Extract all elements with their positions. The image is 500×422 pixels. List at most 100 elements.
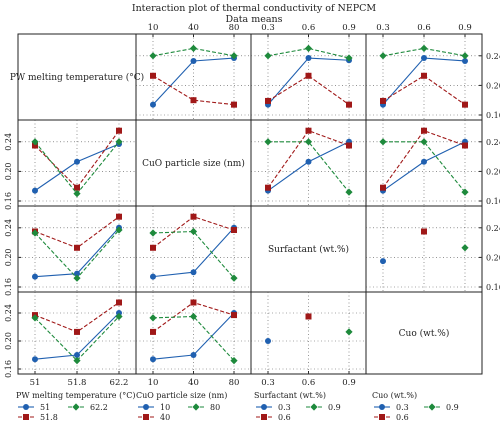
data-point-diamond: [189, 44, 198, 52]
data-point-diamond: [73, 274, 81, 282]
matrix-frame: [17, 33, 483, 375]
data-point-diamond: [115, 226, 123, 234]
interaction-panel: [366, 120, 482, 206]
left-y-tick-label: 0.20: [4, 162, 13, 180]
legend: PW melting temperature (°C) 51 62.2 51.8 CuO…: [16, 391, 459, 422]
data-point-square: [379, 414, 385, 420]
top-x-tick-label: 80: [229, 23, 240, 33]
data-point-square: [190, 213, 197, 220]
data-point-square: [116, 213, 122, 220]
chart-title: Interaction plot of thermal conductivity…: [132, 3, 377, 14]
right-y-tick-label: 0.20: [486, 167, 500, 176]
data-point-diamond: [379, 138, 387, 146]
bottom-x-tick-label: 40: [188, 378, 199, 388]
data-point-square: [305, 127, 312, 134]
series-line: [34, 316, 120, 362]
right-y-tick-label: 0.24: [486, 224, 500, 233]
data-point-diamond: [73, 357, 81, 365]
right-y-tick-label: 0.24: [486, 52, 500, 61]
legend-label: 0.3: [278, 403, 291, 412]
right-y-tick-label: 0.16: [486, 111, 500, 120]
data-point-diamond: [31, 314, 39, 322]
data-point-diamond: [345, 328, 353, 336]
data-point-circle: [32, 187, 38, 194]
data-point-diamond: [461, 244, 469, 252]
series-line: [268, 141, 350, 193]
interaction-panel: [136, 206, 251, 292]
data-point-diamond: [428, 403, 436, 411]
data-point-square: [143, 414, 149, 420]
data-point-diamond: [461, 188, 469, 196]
data-point-diamond: [420, 138, 428, 146]
legend-label: 62.2: [90, 403, 108, 412]
legend-label: 0.9: [446, 403, 459, 412]
data-point-square: [462, 101, 468, 108]
data-point-square: [23, 414, 29, 420]
data-point-circle: [380, 258, 386, 265]
series-line: [267, 75, 350, 106]
data-point-circle: [261, 404, 267, 410]
series-line: [267, 47, 350, 59]
data-point-diamond: [304, 44, 313, 52]
bottom-x-tick-label: 51: [30, 378, 41, 388]
left-y-tick-label: 0.24: [4, 219, 13, 237]
data-point-diamond: [230, 357, 238, 365]
data-point-square: [265, 184, 271, 191]
left-y-tick-label: 0.20: [4, 332, 13, 350]
data-point-square: [231, 101, 237, 108]
data-point-diamond: [345, 188, 353, 196]
data-point-circle: [143, 404, 149, 410]
data-point-circle: [32, 356, 38, 363]
data-point-circle: [421, 158, 427, 165]
data-point-square: [261, 414, 267, 420]
data-point-diamond: [264, 138, 272, 146]
data-point-square: [462, 142, 468, 149]
factor-label: Cuo (wt.%): [399, 328, 450, 339]
data-point-square: [265, 97, 271, 104]
data-point-diamond: [345, 54, 353, 62]
data-point-circle: [74, 352, 80, 358]
top-x-tick-label: 0.3: [261, 23, 275, 33]
data-point-circle: [150, 356, 156, 363]
data-point-diamond: [115, 138, 123, 146]
data-point-square: [231, 312, 237, 319]
bottom-x-tick-label: 10: [148, 378, 159, 388]
bottom-x-tick-label: 80: [229, 378, 240, 388]
series-line: [383, 141, 466, 193]
data-point-circle: [32, 273, 38, 280]
data-point-diamond: [31, 229, 39, 237]
top-x-tick-label: 0.9: [342, 23, 356, 33]
data-point-square: [150, 72, 156, 79]
data-point-square: [116, 299, 122, 306]
data-point-circle: [421, 55, 427, 62]
factor-label: Surfactant (wt.%): [268, 244, 349, 255]
data-point-square: [74, 244, 80, 251]
data-point-diamond: [192, 403, 200, 411]
data-point-square: [346, 101, 352, 108]
legend-title: Cuo (wt.%): [372, 391, 417, 400]
data-point-circle: [379, 404, 385, 410]
interaction-panel: [18, 292, 136, 374]
bottom-x-tick-label: 0.9: [342, 378, 356, 388]
data-point-diamond: [230, 52, 238, 60]
data-point-circle: [462, 57, 468, 64]
interaction-panel: [251, 34, 366, 120]
data-point-square: [305, 72, 312, 79]
data-point-square: [116, 127, 122, 134]
legend-label: 0.9: [328, 403, 341, 412]
data-point-square: [421, 127, 427, 134]
series-line: [152, 47, 235, 57]
bottom-x-tick-label: 62.2: [110, 378, 129, 388]
interaction-panel: [18, 206, 136, 292]
data-point-diamond: [304, 138, 313, 146]
legend-label: 51.8: [40, 413, 58, 422]
series-line: [34, 216, 120, 249]
data-point-circle: [23, 404, 29, 410]
series-line: [382, 47, 466, 57]
data-point-diamond: [264, 52, 272, 60]
data-point-square: [150, 244, 156, 251]
data-point-circle: [305, 158, 312, 165]
bottom-x-tick-label: 51.8: [68, 378, 87, 388]
factor-label: CuO particle size (nm): [142, 158, 245, 169]
series-line: [152, 230, 235, 279]
